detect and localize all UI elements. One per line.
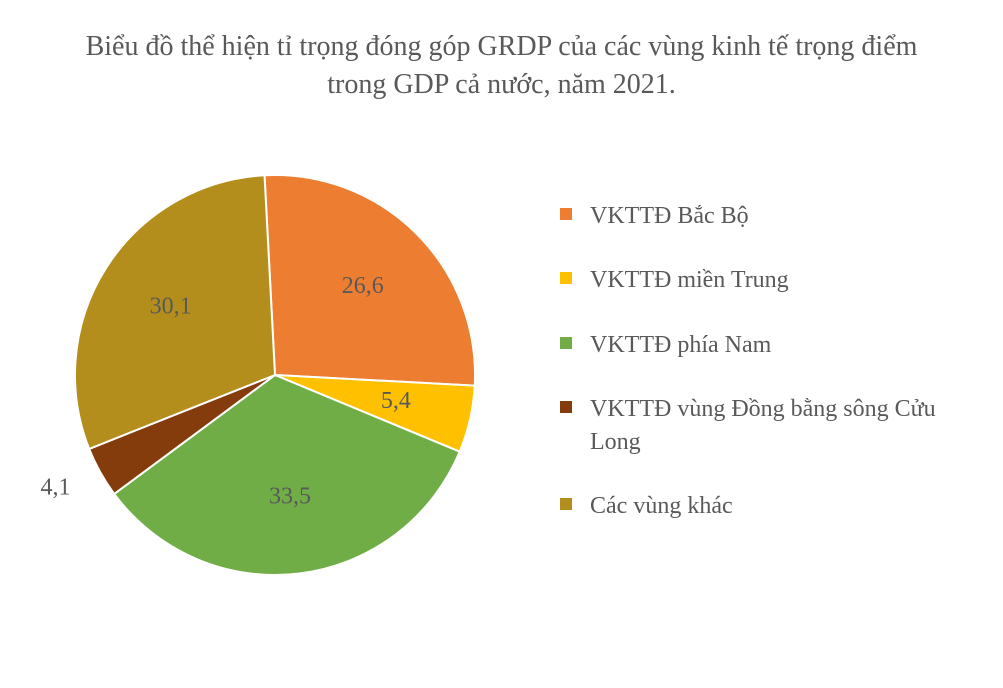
legend-swatch [560, 337, 572, 349]
legend-label: VKTTĐ Bắc Bộ [590, 200, 749, 232]
legend-swatch [560, 272, 572, 284]
chart-container: Biểu đồ thể hiện tỉ trọng đóng góp GRDP … [0, 0, 1003, 688]
legend-item: VKTTĐ miền Trung [560, 264, 980, 296]
legend-item: VKTTĐ vùng Đồng bằng sông Cửu Long [560, 393, 980, 458]
legend-swatch [560, 401, 572, 413]
legend-item: VKTTĐ Bắc Bộ [560, 200, 980, 232]
legend-label: VKTTĐ miền Trung [590, 264, 789, 296]
legend-label: VKTTĐ vùng Đồng bằng sông Cửu Long [590, 393, 950, 458]
legend-item: Các vùng khác [560, 490, 980, 522]
slice-value-label: 33,5 [269, 484, 311, 510]
slice-value-label: 4,1 [41, 474, 71, 500]
slice-value-label: 26,6 [342, 273, 384, 299]
slice-value-label: 5,4 [381, 388, 411, 414]
chart-legend: VKTTĐ Bắc Bộ VKTTĐ miền Trung VKTTĐ phía N… [560, 200, 980, 554]
legend-item: VKTTĐ phía Nam [560, 329, 980, 361]
chart-title: Biểu đồ thể hiện tỉ trọng đóng góp GRDP … [0, 28, 1003, 104]
legend-swatch [560, 208, 572, 220]
pie-chart: 26,65,433,54,130,1 [50, 150, 500, 600]
legend-label: Các vùng khác [590, 490, 733, 522]
legend-swatch [560, 498, 572, 510]
legend-label: VKTTĐ phía Nam [590, 329, 771, 361]
slice-value-label: 30,1 [150, 294, 192, 320]
